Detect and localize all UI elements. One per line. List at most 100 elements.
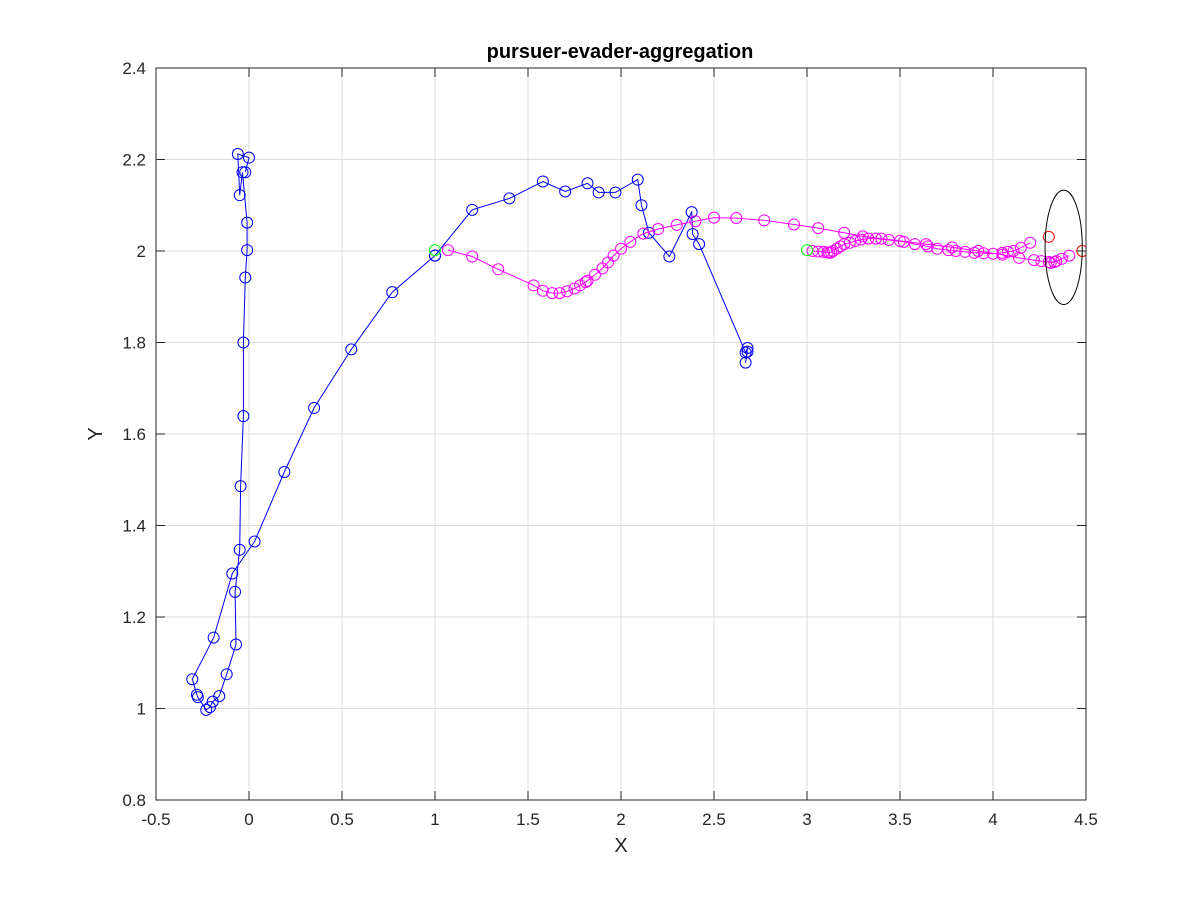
data-point [579, 276, 592, 289]
data-point [758, 214, 771, 227]
data-point [631, 173, 644, 186]
data-point [652, 223, 665, 236]
data-point [801, 244, 813, 257]
data-point [308, 401, 321, 414]
data-point [386, 286, 399, 299]
x-tick-label: 4.5 [1074, 810, 1098, 829]
chart-title: pursuer-evader-aggregation [487, 41, 754, 63]
data-point [220, 668, 233, 681]
data-point [730, 212, 743, 225]
data-point [817, 245, 830, 258]
data-point [686, 228, 699, 241]
data-point [236, 166, 249, 179]
data-point [689, 215, 702, 228]
data-point [588, 268, 601, 281]
data-point [624, 235, 637, 248]
data-point [987, 247, 999, 260]
data-point [237, 410, 250, 423]
data-point [546, 287, 559, 300]
data-point [536, 284, 549, 297]
data-point [186, 673, 199, 686]
data-point [1042, 230, 1055, 243]
data-point [637, 227, 650, 240]
data-point [968, 246, 981, 259]
y-tick-label: 1 [137, 700, 146, 719]
data-point [615, 242, 627, 255]
data-point [429, 249, 441, 262]
x-tick-label: 3.5 [888, 810, 912, 829]
data-point [959, 245, 972, 258]
data-point [741, 341, 754, 354]
tick-marks [155, 67, 1087, 801]
data-point [693, 238, 706, 251]
data-point [838, 238, 851, 251]
x-tick-label: 0 [244, 810, 253, 829]
data-point [607, 249, 620, 262]
data-point [559, 185, 572, 198]
data-point [1014, 241, 1027, 254]
series-1 [429, 173, 754, 369]
series-4 [1044, 249, 1076, 269]
data-point [592, 186, 605, 199]
data-point [561, 285, 574, 298]
data-point [466, 203, 479, 216]
data-point [248, 535, 261, 548]
data-point [492, 263, 505, 276]
data-point [882, 234, 895, 247]
data-point [827, 245, 840, 257]
data-point [234, 480, 247, 493]
data-point [191, 691, 204, 704]
series-line [191, 153, 436, 711]
data-point [574, 279, 587, 292]
capture-ellipse [1044, 189, 1083, 306]
data-point [231, 148, 244, 161]
series-5 [429, 244, 813, 257]
data-point [233, 543, 246, 556]
y-tick-label: 2.2 [122, 151, 146, 170]
data-point [581, 274, 594, 287]
data-point [708, 211, 720, 224]
x-tick-label: 1 [430, 810, 439, 829]
data-point [1055, 252, 1068, 265]
x-tick-label: 2.5 [702, 810, 726, 829]
series-line [447, 217, 1055, 294]
data-point [553, 287, 566, 300]
data-point [200, 703, 213, 716]
data-point [442, 244, 455, 257]
series-2 [442, 211, 1061, 300]
data-point [239, 271, 252, 284]
data-point [663, 250, 676, 263]
y-tick-label: 1.6 [122, 425, 146, 444]
data-point [856, 230, 869, 243]
data-point [241, 244, 254, 257]
data-point [237, 336, 250, 349]
data-point [568, 282, 581, 295]
data-point [1050, 255, 1063, 268]
data-point [345, 343, 358, 356]
data-layer [186, 148, 1086, 716]
data-point [229, 638, 242, 651]
x-tick-label: -0.5 [141, 810, 170, 829]
data-point [527, 279, 540, 292]
tick-labels: -0.5 0 0.5 1 1.5 2 2.5 3 3.5 4 4.5 0.8 1 1.2 1.4 1.6 1.8… [122, 59, 1097, 829]
x-tick-label: 0.5 [330, 810, 354, 829]
data-point [946, 241, 959, 254]
data-point [1001, 245, 1014, 258]
data-point [854, 233, 867, 246]
data-point [921, 240, 934, 253]
x-tick-label: 3 [802, 810, 811, 829]
y-tick-label: 2.4 [122, 59, 146, 78]
data-point [278, 465, 291, 478]
series-line [812, 238, 1031, 255]
y-axis-label: Y [85, 427, 107, 440]
data-point [1044, 256, 1057, 269]
data-point [466, 250, 479, 263]
data-point [862, 232, 875, 245]
x-tick-label: 4 [988, 810, 997, 829]
data-point [241, 216, 254, 229]
data-point [897, 235, 910, 248]
data-point [1024, 236, 1037, 249]
data-point [830, 242, 843, 255]
data-point [1035, 255, 1048, 268]
